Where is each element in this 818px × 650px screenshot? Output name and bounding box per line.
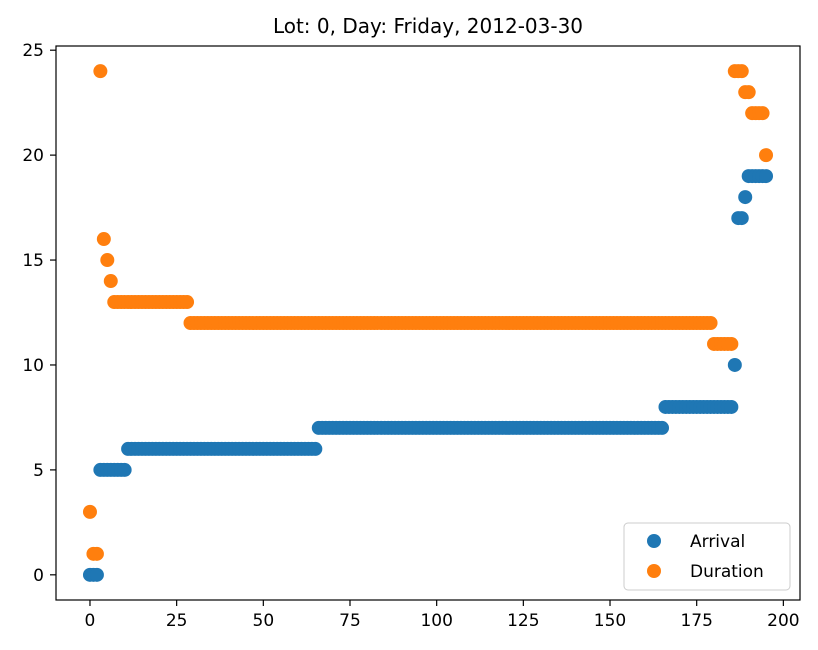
legend-box: [623, 522, 791, 591]
x-tick-label: 0: [85, 611, 96, 631]
duration-point: [741, 85, 756, 100]
duration-point: [724, 336, 739, 351]
duration-point: [734, 64, 749, 79]
arrival-point: [727, 357, 742, 372]
arrival-point: [724, 399, 739, 414]
duration-point: [93, 64, 108, 79]
chart-title: Lot: 0, Day: Friday, 2012-03-30: [273, 14, 583, 38]
y-tick-label: 25: [22, 41, 44, 61]
x-tick-label: 75: [339, 611, 361, 631]
duration-point: [96, 232, 111, 247]
axes: 0 25 50 75 100 125 150 175 200 0 5 10 15 20 25: [22, 41, 799, 631]
duration-point: [100, 253, 115, 268]
y-tick-label: 15: [22, 251, 44, 271]
duration-point: [759, 148, 774, 163]
duration-point: [703, 316, 718, 330]
x-tick-label: 100: [420, 611, 452, 631]
plot-frame: [55, 45, 801, 601]
data-points: [82, 64, 774, 582]
x-tick-label: 175: [680, 611, 712, 631]
arrival-point: [308, 441, 323, 456]
legend-label-arrival: Arrival: [690, 532, 745, 552]
y-tick-label: 5: [33, 461, 44, 481]
y-tick-label: 0: [33, 566, 44, 586]
legend-marker-arrival: [647, 534, 661, 548]
duration-point: [89, 546, 104, 561]
series-arrival: [82, 169, 774, 582]
arrival-point: [738, 190, 753, 205]
x-tick-label: 150: [594, 611, 626, 631]
duration-point: [103, 274, 118, 289]
arrival-point: [655, 420, 670, 435]
duration-point: [82, 504, 97, 519]
series-duration: [82, 64, 774, 561]
x-tick-label: 125: [507, 611, 539, 631]
x-tick-label: 200: [767, 611, 799, 631]
y-tick-label: 20: [22, 146, 44, 166]
legend: Arrival Duration: [623, 522, 791, 591]
arrival-point: [759, 169, 774, 184]
y-tick-label: 10: [22, 356, 44, 376]
x-tick-label: 50: [253, 611, 275, 631]
legend-marker-duration: [647, 564, 661, 578]
duration-point: [755, 106, 770, 121]
arrival-point: [734, 211, 749, 226]
arrival-point: [117, 462, 132, 477]
legend-label-duration: Duration: [690, 562, 764, 582]
arrival-point: [89, 567, 104, 582]
duration-point: [180, 295, 195, 310]
x-tick-label: 25: [166, 611, 188, 631]
